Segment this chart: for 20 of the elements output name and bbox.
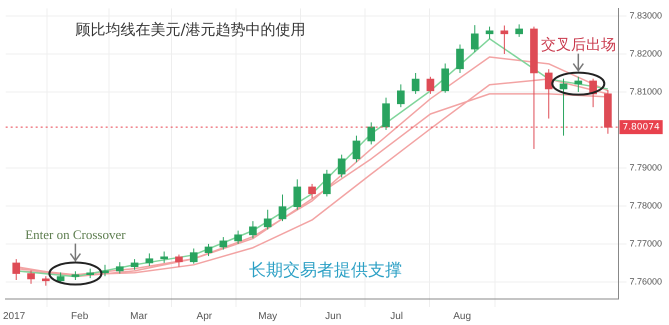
y-tick-label: 7.83000 <box>629 10 662 20</box>
y-tick-label: 7.78000 <box>629 200 662 210</box>
y-tick-label: 7.81000 <box>629 86 662 96</box>
x-tick-label: 2017 <box>3 310 26 322</box>
text: 顾比均线在美元/港元趋势中的使用 <box>76 20 306 38</box>
annotation: Enter on Crossover <box>25 226 126 242</box>
y-tick-label: 7.82000 <box>629 48 662 58</box>
annotation: 交叉后出场 <box>540 36 616 54</box>
y-tick-label: 7.79000 <box>629 162 662 172</box>
x-tick-label: Apr <box>196 310 213 322</box>
annotation: 长期交易者提供支撑 <box>249 260 402 280</box>
x-tick-label: Jun <box>325 310 342 322</box>
x-tick-label: May <box>258 310 278 322</box>
y-tick-label: 7.76000 <box>629 276 662 286</box>
x-tick-label: Aug <box>453 310 471 322</box>
x-tick-label: Mar <box>130 310 148 322</box>
y-tick-label: 7.77000 <box>629 238 662 248</box>
x-tick-label: Feb <box>71 310 89 322</box>
x-tick-label: Jul <box>390 310 403 322</box>
ref-line-label: 7.80074 <box>622 122 660 132</box>
